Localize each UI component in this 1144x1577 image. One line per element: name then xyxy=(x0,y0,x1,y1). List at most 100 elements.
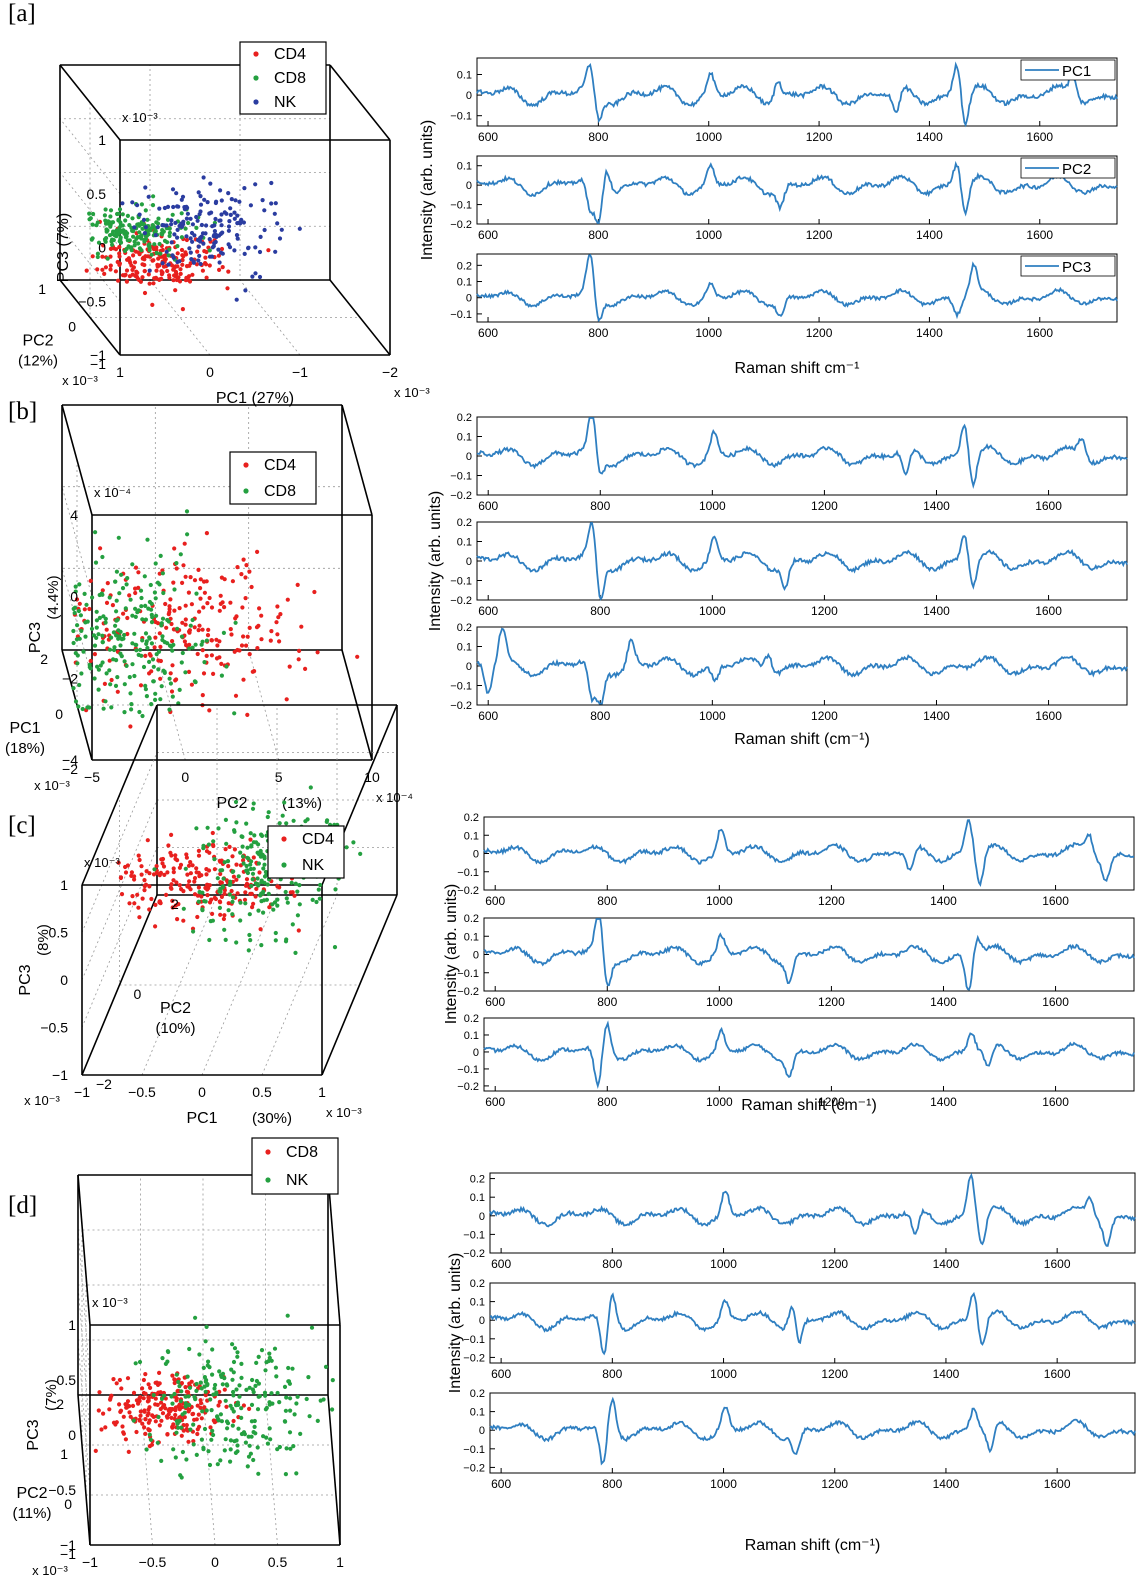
data-point xyxy=(157,582,162,587)
data-point xyxy=(177,279,183,284)
data-point xyxy=(92,676,97,681)
data-point xyxy=(248,862,253,867)
data-point xyxy=(315,650,320,655)
series-NK xyxy=(120,175,302,302)
data-point xyxy=(149,641,154,646)
data-point xyxy=(205,601,210,606)
data-point xyxy=(229,888,234,894)
data-point xyxy=(100,267,105,272)
series-line xyxy=(489,1291,1136,1356)
data-point xyxy=(235,1350,240,1355)
data-point xyxy=(259,878,264,883)
data-point xyxy=(122,682,127,687)
box-edge xyxy=(329,279,391,356)
data-point xyxy=(138,647,143,653)
data-point xyxy=(275,1390,280,1396)
data-point xyxy=(232,1346,238,1351)
y-axis-label: PC2 xyxy=(16,1485,47,1502)
data-point xyxy=(191,1422,196,1427)
data-point xyxy=(191,1411,196,1416)
y-tick-label: 2 xyxy=(40,651,48,667)
legend-label: CD8 xyxy=(286,1144,318,1161)
data-point xyxy=(109,635,114,640)
x-tick-label: 1 xyxy=(336,1554,344,1570)
data-point xyxy=(167,226,172,231)
z-tick-label: 1 xyxy=(68,1317,76,1333)
data-point xyxy=(171,204,176,210)
data-point xyxy=(220,265,225,270)
data-point xyxy=(222,1448,227,1453)
data-point xyxy=(214,1391,219,1397)
data-point xyxy=(174,566,179,571)
data-point xyxy=(184,237,189,243)
data-point xyxy=(108,267,113,272)
data-point xyxy=(128,597,133,602)
data-point xyxy=(203,255,208,260)
z-tick-label: 0 xyxy=(70,589,78,605)
data-point xyxy=(251,1457,256,1463)
data-point xyxy=(126,1449,131,1454)
series-line xyxy=(483,1020,1135,1089)
data-point xyxy=(251,901,256,906)
data-point xyxy=(186,220,191,226)
data-point xyxy=(245,712,250,718)
data-point xyxy=(149,896,154,902)
data-point xyxy=(118,235,123,240)
data-point xyxy=(143,1431,148,1436)
data-point xyxy=(272,211,277,216)
data-point xyxy=(230,1342,235,1347)
data-point xyxy=(273,1365,278,1370)
data-point xyxy=(205,1383,210,1388)
data-point xyxy=(182,207,187,212)
x-tick-label: 0.5 xyxy=(268,1554,288,1570)
data-point xyxy=(282,1384,288,1389)
legend-marker xyxy=(253,99,259,105)
z-tick-label: 0 xyxy=(98,240,106,256)
data-point xyxy=(200,693,205,698)
data-point xyxy=(123,864,128,870)
data-point xyxy=(183,1401,188,1406)
data-point xyxy=(273,930,278,936)
data-point xyxy=(209,210,214,215)
y-tick-label: 0.1 xyxy=(457,69,472,81)
data-point xyxy=(196,244,201,249)
legend-marker xyxy=(243,462,249,468)
data-point xyxy=(246,856,251,861)
data-point xyxy=(136,853,141,858)
data-point xyxy=(172,546,177,551)
data-point xyxy=(209,1437,214,1442)
data-point xyxy=(177,687,182,693)
data-point xyxy=(124,279,129,284)
data-point xyxy=(138,1413,143,1418)
data-point xyxy=(170,905,175,910)
data-point xyxy=(296,928,301,933)
x-tick-label: 800 xyxy=(588,228,608,242)
data-point xyxy=(185,532,190,537)
data-point xyxy=(183,1404,188,1409)
data-point xyxy=(266,891,271,897)
data-point xyxy=(292,893,297,898)
data-point xyxy=(204,638,209,643)
data-point xyxy=(330,1378,335,1383)
data-point xyxy=(314,899,319,905)
data-point xyxy=(187,629,192,634)
data-point xyxy=(130,562,135,567)
data-point xyxy=(254,840,259,845)
data-point xyxy=(143,617,148,622)
x-tick-label: 1600 xyxy=(1044,1367,1071,1381)
data-point xyxy=(184,1457,189,1462)
data-point xyxy=(142,888,147,893)
data-point xyxy=(175,204,180,209)
data-point xyxy=(175,235,180,240)
data-point xyxy=(193,642,198,647)
data-point xyxy=(173,853,178,858)
data-point xyxy=(245,1464,250,1469)
data-point xyxy=(146,1420,151,1425)
data-point xyxy=(303,666,308,672)
data-point xyxy=(243,288,248,293)
data-point xyxy=(140,1386,145,1391)
y-tick-label: −0.1 xyxy=(450,681,472,693)
data-point xyxy=(148,1385,153,1390)
